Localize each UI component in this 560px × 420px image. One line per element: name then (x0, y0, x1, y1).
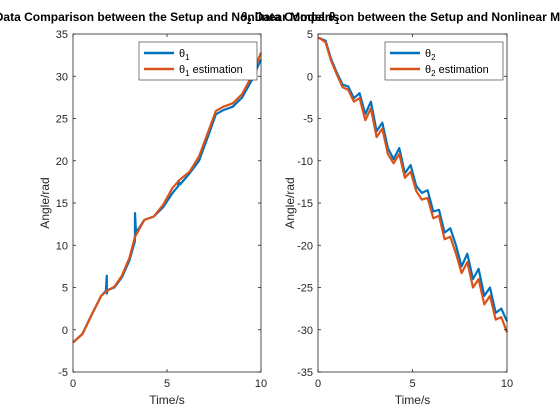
y-tick-label: -35 (297, 367, 313, 379)
y-tick-label: -5 (303, 114, 313, 126)
legend-label-1-symbol: θ (425, 48, 431, 60)
y-tick-label: 20 (56, 156, 68, 168)
y-tick-label: 30 (56, 71, 68, 83)
y-tick-label: 5 (307, 29, 313, 41)
legend-label-2-subscript: 2 (431, 69, 436, 78)
legend-label-2-subscript: 1 (185, 69, 190, 78)
chart-title-post: Data Comparison between the Setup and No… (251, 10, 560, 24)
x-tick-label: 0 (70, 378, 76, 390)
legend-label-1-subscript: 2 (431, 53, 436, 62)
legend-label-2: θ2 estimation (425, 64, 489, 78)
legend-label-1-symbol: θ (179, 48, 185, 60)
chart-title-symbol: θ (328, 10, 335, 24)
y-tick-label: 5 (62, 283, 68, 295)
x-tick-label: 0 (315, 378, 321, 390)
x-axis-label: Time/s (149, 393, 185, 407)
legend-label-2-rest: estimation (190, 64, 243, 76)
y-tick-label: -10 (297, 156, 313, 168)
series-line-2 (318, 37, 509, 333)
legend-box (384, 41, 504, 81)
chart-1: 0 5 10-505101520253035Time/sAngle/radData … (0, 10, 340, 407)
y-axis-label: Angle/rad (283, 177, 297, 228)
chart-title: θ2 Data Comparison between the Setup and… (240, 10, 560, 26)
legend-label-1: θ1 (179, 48, 190, 62)
legend-label-2-symbol: θ (179, 64, 185, 76)
y-tick-label: -30 (297, 325, 313, 337)
x-tick-label: 5 (164, 378, 170, 390)
chart-title-subscript: 1 (335, 17, 340, 26)
chart-2: 0 5 10 -35 -30 -25 -20 -15 -10 -5 0 5 Time/s Angle/ra… (240, 10, 560, 407)
legend-label-1: θ2 (425, 48, 436, 62)
y-tick-label: 15 (56, 198, 68, 210)
x-axis-label: Time/s (395, 393, 431, 407)
y-tick-label: -20 (297, 240, 313, 252)
series-line-2 (72, 52, 263, 344)
y-tick-label: -25 (297, 283, 313, 295)
y-tick-label: -5 (58, 367, 68, 379)
y-tick-label: 0 (62, 325, 68, 337)
y-tick-label: 25 (56, 114, 68, 126)
x-tick-label: 5 (409, 378, 415, 390)
legend-label-2: θ1 estimation (179, 64, 243, 78)
y-tick-label: -15 (297, 198, 313, 210)
legend-label-2-symbol: θ (425, 64, 431, 76)
y-tick-label: 0 (307, 71, 313, 83)
chart-title-subscript: 2 (247, 17, 252, 26)
series-line-1 (318, 37, 509, 322)
y-axis-label: Angle/rad (38, 177, 52, 228)
legend-label-1-subscript: 1 (185, 53, 190, 62)
x-tick-label: 10 (501, 378, 513, 390)
x-tick-label: 10 (255, 378, 267, 390)
legend-box (138, 41, 258, 81)
y-tick-label: 35 (56, 29, 68, 41)
chart-title-pre: Data Comparison between the Setup and No… (0, 10, 328, 24)
chart-title-symbol: θ (240, 10, 247, 24)
y-tick-label: 10 (56, 240, 68, 252)
chart-title: Data Comparison between the Setup and No… (0, 10, 340, 26)
legend-label-2-rest: estimation (436, 64, 489, 76)
